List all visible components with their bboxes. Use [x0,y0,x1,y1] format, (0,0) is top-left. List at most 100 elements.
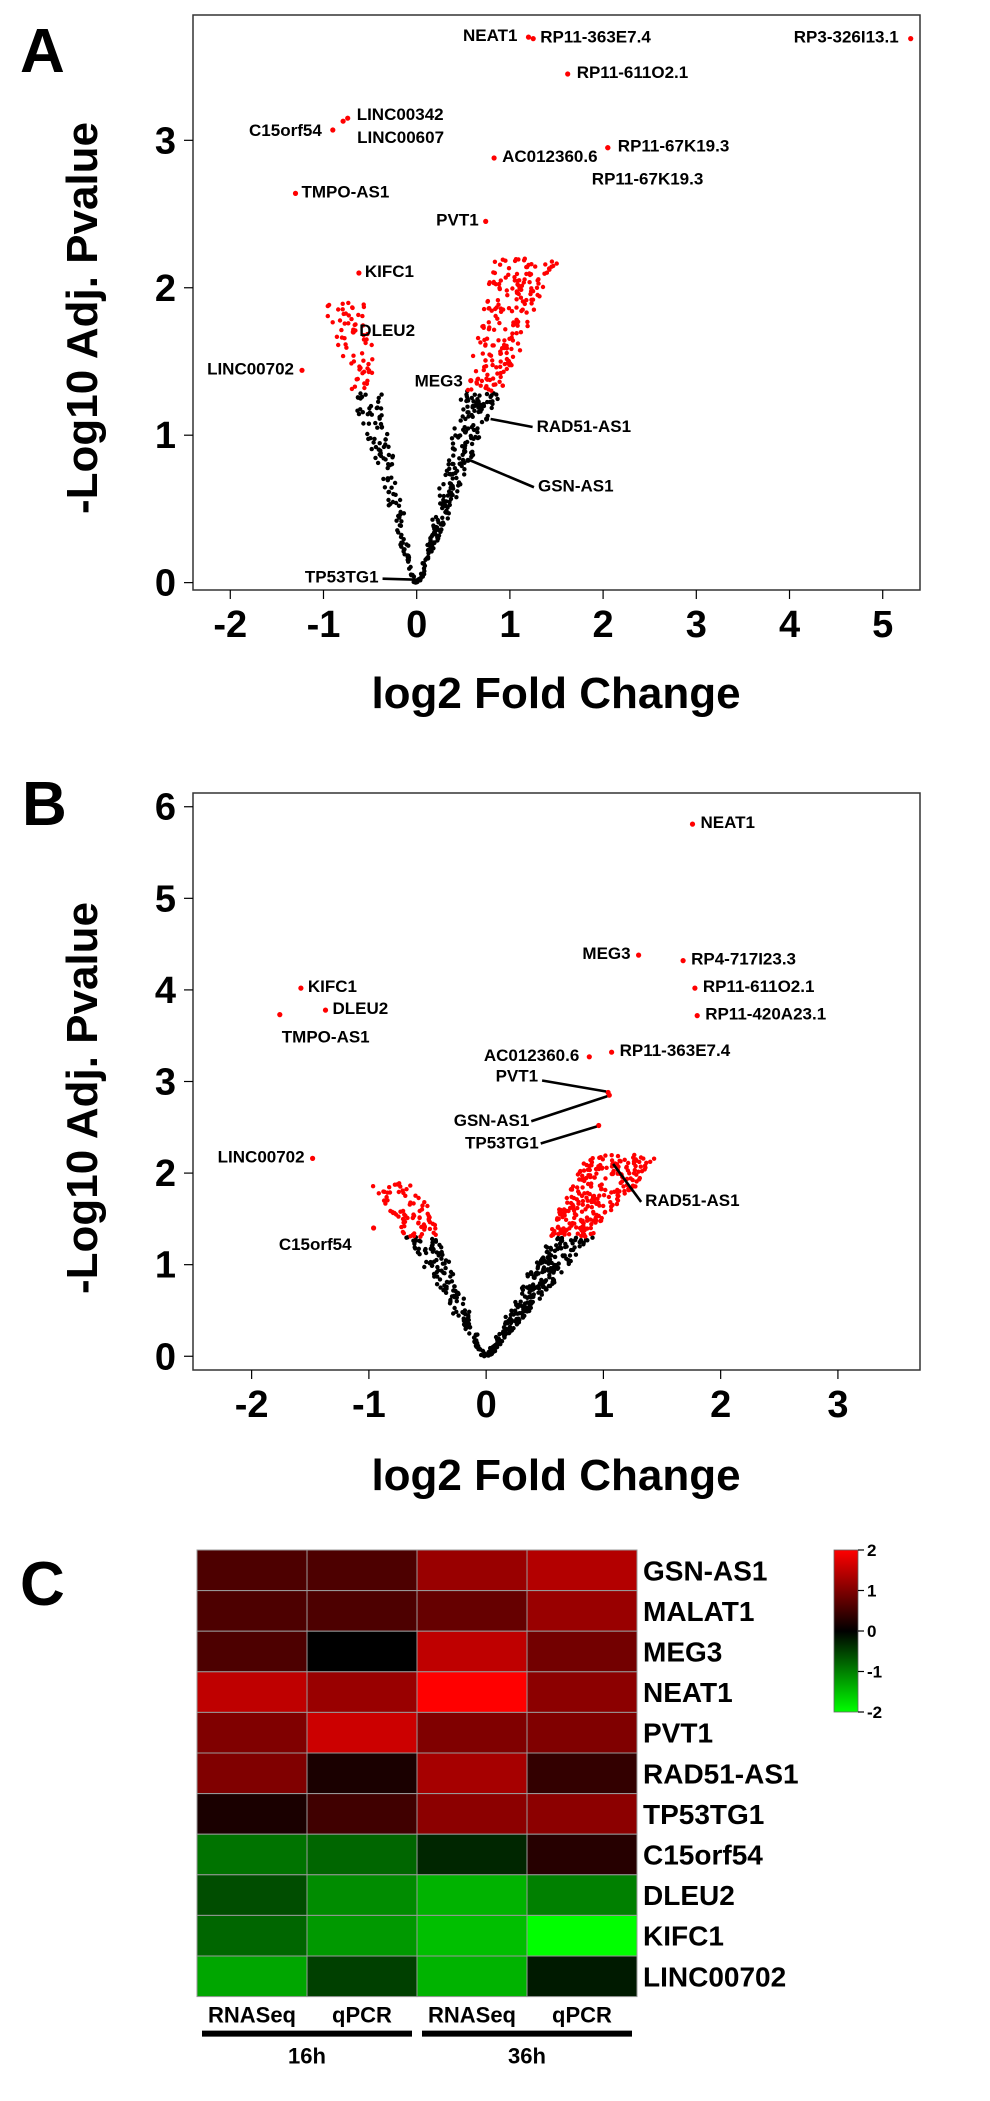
data-point [350,305,355,310]
data-point [522,256,527,261]
data-point [366,421,372,426]
heatmap-cell [196,1549,308,1592]
labeled-point [680,958,686,964]
data-point [577,1244,582,1249]
data-point [462,467,467,472]
x-tick-label: 0 [406,604,427,646]
heatmap-cell [196,1671,308,1713]
data-point [355,408,360,413]
point-label: RP11-67K19.3 [618,137,730,156]
data-point [463,416,468,422]
data-point [514,297,519,302]
labeled-point [530,36,536,42]
data-point [529,301,534,306]
data-point [587,1167,592,1173]
data-point [386,462,391,467]
data-point [431,540,437,545]
data-point [442,1261,447,1266]
heatmap-cell [526,1874,638,1916]
point-label: RAD51-AS1 [645,1191,739,1210]
data-point [487,399,493,405]
data-point [381,444,387,450]
data-point [494,392,499,397]
points-a [292,34,914,585]
data-point [479,419,485,425]
data-point [519,1285,525,1291]
data-point [425,1203,430,1209]
data-point [361,421,366,426]
data-point [451,1288,456,1293]
y-tick-label: 4 [155,970,176,1012]
heatmap-row-label: RAD51-AS1 [643,1758,799,1789]
data-point [418,571,424,576]
data-point [446,1259,452,1265]
data-point [463,429,469,434]
heatmap-cell [526,1955,638,1998]
labeled-point [330,127,336,133]
data-point [585,1238,590,1243]
data-point [372,436,377,442]
data-point [447,1301,453,1306]
y-ticks-a: 0 1 2 3 [155,120,193,605]
data-point [527,280,532,285]
data-point [396,530,401,535]
data-point [447,471,452,477]
data-point [458,418,463,423]
data-point [436,1268,441,1273]
data-point [473,369,479,374]
data-point [495,371,500,376]
data-point [546,1251,552,1256]
heatmap-row-label: NEAT1 [643,1677,733,1708]
data-point [510,1312,515,1317]
data-point [436,536,441,541]
heatmap-cell [416,1711,528,1754]
heatmap-cell [306,1874,418,1916]
data-point [518,295,524,300]
data-point [579,1209,585,1214]
x-tick-label: 3 [686,604,707,646]
data-point [440,515,445,520]
data-point [525,1272,530,1277]
heatmap-cell [306,1590,418,1632]
data-point [539,1290,544,1295]
data-point [504,350,509,356]
point-label: PVT1 [496,1067,539,1086]
heatmap-cell [306,1671,418,1713]
data-point [603,1176,608,1181]
data-point [597,1155,602,1161]
data-point [491,382,496,387]
data-point [495,298,501,303]
data-point [503,1314,508,1320]
data-point [441,504,447,509]
data-point [498,278,503,283]
data-point [600,1157,605,1162]
data-point [469,387,474,392]
data-point [585,1203,590,1209]
labeled-point [299,367,305,373]
data-point [581,1161,586,1166]
data-point [617,1158,622,1164]
data-point [458,461,463,467]
data-point [651,1156,657,1161]
x-tick-label: -1 [352,1384,386,1426]
point-label: C15orf54 [279,1235,352,1254]
data-point [559,1270,564,1275]
data-point [362,385,367,391]
data-point [583,1234,588,1239]
data-point [503,275,508,280]
labeled-point [371,1225,377,1231]
data-point [517,348,523,353]
data-point [604,1165,609,1171]
group-label: 16h [288,2044,326,2069]
data-point [575,1185,580,1190]
data-point [434,525,440,530]
data-point [575,1231,580,1236]
data-point [487,377,493,383]
color-scale-legend: 2 1 0 -1 -2 [833,1541,882,1722]
data-point [509,335,514,340]
heatmap-row-label: C15orf54 [643,1840,763,1871]
data-point [361,304,367,310]
data-point [530,289,536,294]
data-point [476,409,481,415]
data-point [515,282,520,287]
